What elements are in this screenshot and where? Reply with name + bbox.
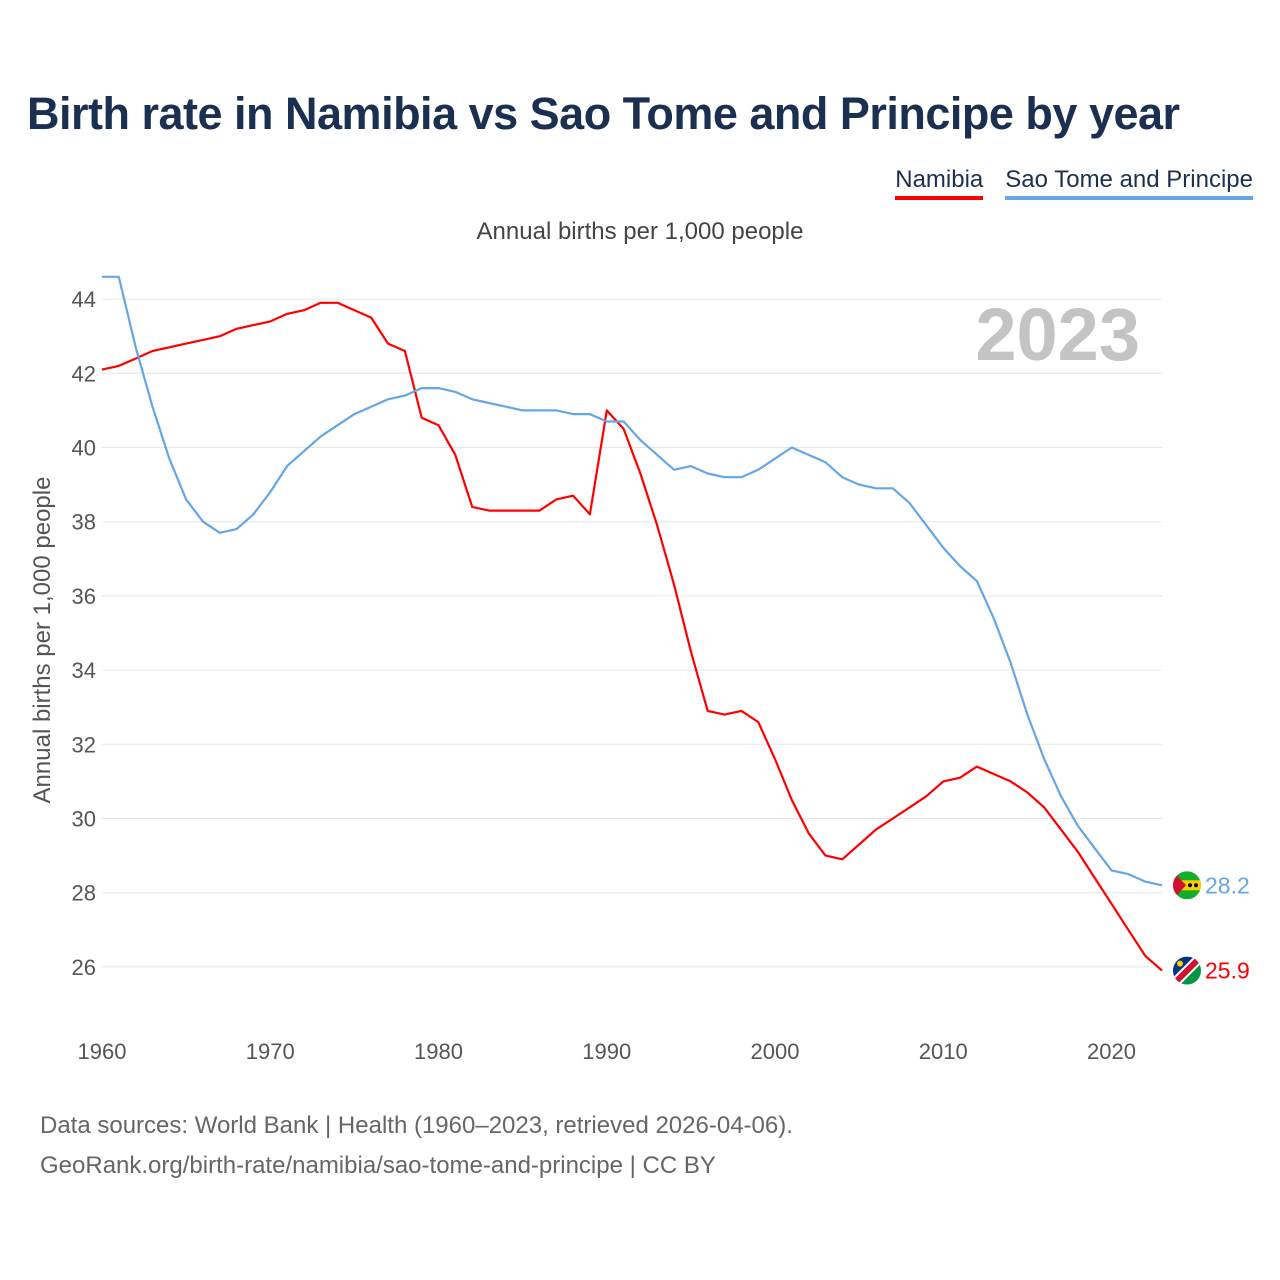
y-tick-label: 30 [72,807,96,832]
series-line-namibia[interactable] [101,301,1163,972]
legend-item-sao-tome[interactable]: Sao Tome and Principe [1005,166,1253,200]
data-source-text: Data sources: World Bank | Health (1960–… [40,1112,793,1139]
y-axis-label: Annual births per 1,000 people [29,477,56,804]
end-value-label-sao-tome: 28.2 [1205,872,1250,898]
x-tick-label: 1970 [246,1039,295,1064]
y-tick-label: 40 [72,436,96,461]
y-tick-label: 42 [72,361,96,386]
year-watermark: 2023 [975,293,1140,376]
y-tick-label: 38 [72,510,96,535]
x-tick-label: 1960 [78,1039,127,1064]
series-line-sao-tome[interactable] [102,275,1163,887]
source-link[interactable]: GeoRank.org/birth-rate/namibia/sao-tome-… [40,1152,716,1179]
x-tick-label: 1980 [414,1039,463,1064]
footer: Data sources: World Bank | Health (1960–… [40,1106,793,1186]
chart-title: Birth rate in Namibia vs Sao Tome and Pr… [27,88,1180,139]
y-tick-label: 34 [72,658,96,683]
x-tick-label: 2000 [751,1039,800,1064]
flag-namibia-icon [1173,956,1201,985]
y-tick-label: 36 [72,584,96,609]
y-tick-label: 26 [72,955,96,980]
flag-sao-tome-icon [1173,871,1201,900]
y-tick-label: 44 [72,287,96,312]
end-value-label-namibia: 25.9 [1205,958,1250,984]
legend: Namibia Sao Tome and Principe [895,166,1253,200]
x-tick-label: 2020 [1087,1039,1136,1064]
x-tick-label: 2010 [919,1039,968,1064]
chart-subtitle: Annual births per 1,000 people [476,218,804,245]
y-tick-label: 32 [72,732,96,757]
x-tick-label: 1990 [582,1039,631,1064]
legend-item-namibia[interactable]: Namibia [895,166,984,200]
y-tick-label: 28 [72,881,96,906]
